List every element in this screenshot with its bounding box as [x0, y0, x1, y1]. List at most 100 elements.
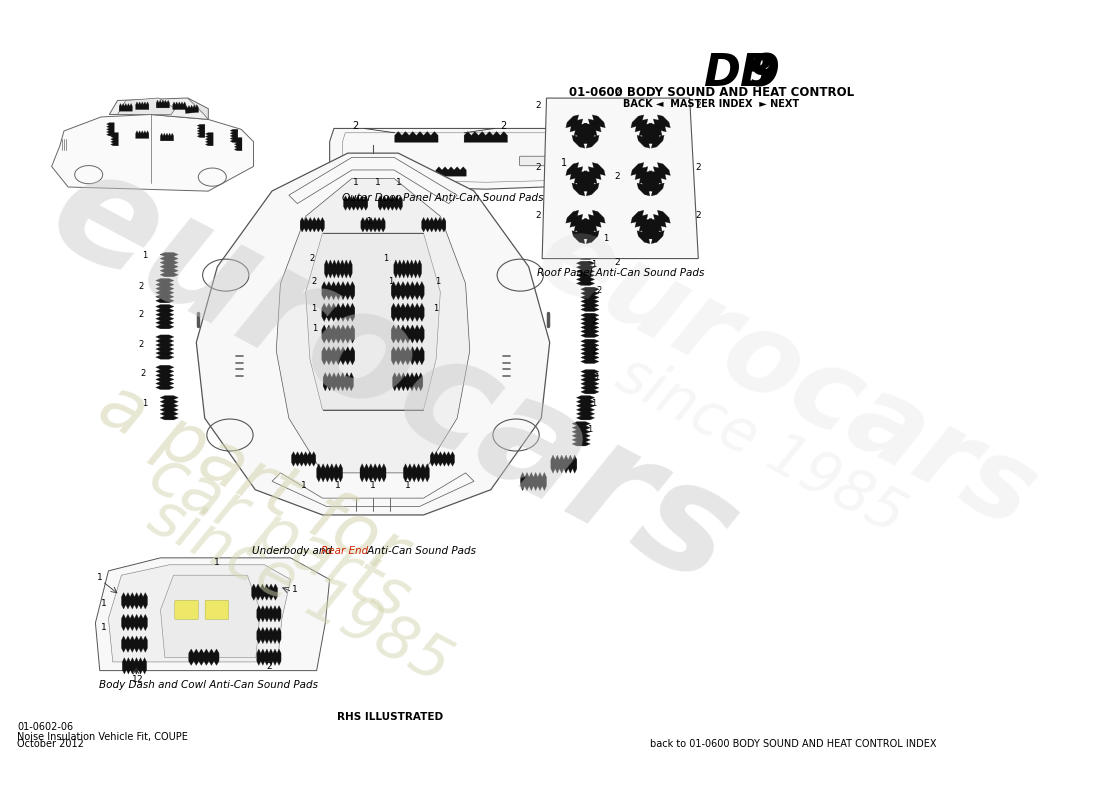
Text: 01-0602-06: 01-0602-06 [18, 722, 74, 732]
Polygon shape [551, 455, 576, 474]
Polygon shape [395, 131, 438, 142]
Text: 01-0600 BODY SOUND AND HEAT CONTROL: 01-0600 BODY SOUND AND HEAT CONTROL [569, 86, 854, 98]
Polygon shape [581, 314, 600, 338]
Text: 1: 1 [312, 324, 318, 334]
Text: 1: 1 [592, 260, 597, 269]
Text: 1: 1 [396, 178, 402, 186]
Text: a part for: a part for [87, 370, 418, 590]
Polygon shape [361, 218, 385, 232]
Polygon shape [230, 130, 238, 142]
Polygon shape [234, 138, 242, 150]
Polygon shape [393, 373, 422, 391]
Text: 2: 2 [596, 286, 602, 295]
Polygon shape [464, 131, 507, 142]
Text: Underbody and: Underbody and [252, 546, 334, 556]
Polygon shape [111, 133, 119, 146]
Text: 1: 1 [587, 425, 593, 434]
Polygon shape [581, 339, 600, 363]
Polygon shape [572, 162, 605, 196]
Polygon shape [322, 303, 355, 322]
Text: 2: 2 [138, 340, 143, 349]
Text: Anti-Can Sound Pads: Anti-Can Sound Pads [364, 546, 476, 556]
Polygon shape [637, 210, 670, 244]
Polygon shape [392, 303, 425, 322]
Polygon shape [185, 105, 199, 114]
Polygon shape [436, 166, 466, 176]
Text: 2: 2 [592, 317, 597, 326]
Polygon shape [637, 115, 670, 148]
Text: 2: 2 [141, 369, 146, 378]
Polygon shape [576, 235, 595, 259]
FancyBboxPatch shape [175, 600, 198, 619]
Text: 2: 2 [535, 163, 540, 172]
Polygon shape [121, 614, 147, 630]
Polygon shape [107, 122, 114, 136]
Polygon shape [392, 346, 425, 365]
FancyBboxPatch shape [519, 156, 546, 166]
Text: Noise Insulation Vehicle Fit, COUPE: Noise Insulation Vehicle Fit, COUPE [18, 731, 188, 742]
Text: Body Dash and Cowl Anti-Can Sound Pads: Body Dash and Cowl Anti-Can Sound Pads [99, 680, 318, 690]
Text: back to 01-0600 BODY SOUND AND HEAT CONTROL INDEX: back to 01-0600 BODY SOUND AND HEAT CONT… [650, 739, 937, 750]
Polygon shape [160, 253, 178, 277]
Text: 2: 2 [500, 121, 506, 131]
Text: 1: 1 [353, 178, 359, 186]
Polygon shape [135, 102, 149, 110]
Polygon shape [572, 422, 591, 446]
Text: 1: 1 [214, 558, 220, 566]
Polygon shape [118, 98, 175, 114]
Text: October 2012: October 2012 [18, 739, 85, 750]
Text: 2: 2 [592, 347, 597, 356]
Polygon shape [322, 346, 355, 365]
Text: 1: 1 [603, 234, 608, 243]
Text: 1: 1 [300, 482, 307, 490]
Text: 2: 2 [136, 674, 142, 684]
Polygon shape [292, 452, 316, 466]
Polygon shape [306, 233, 440, 410]
Text: Roof Panel Anti-Can Sound Pads: Roof Panel Anti-Can Sound Pads [537, 268, 704, 278]
Polygon shape [404, 464, 429, 482]
Polygon shape [206, 133, 213, 146]
Polygon shape [631, 162, 664, 196]
Polygon shape [421, 218, 446, 232]
Polygon shape [252, 584, 277, 600]
Text: BACK ◄  MASTER INDEX  ► NEXT: BACK ◄ MASTER INDEX ► NEXT [624, 99, 800, 109]
Polygon shape [542, 98, 698, 258]
Polygon shape [156, 305, 174, 329]
Text: 2: 2 [535, 210, 540, 220]
Text: 2: 2 [352, 121, 359, 131]
Polygon shape [392, 325, 425, 343]
Polygon shape [631, 115, 664, 148]
Polygon shape [161, 575, 261, 658]
Text: since 1985: since 1985 [607, 345, 915, 545]
Polygon shape [173, 102, 186, 110]
Text: 2: 2 [138, 282, 143, 291]
Polygon shape [52, 114, 253, 191]
Polygon shape [631, 210, 664, 244]
Text: 2: 2 [695, 163, 701, 172]
Text: 1: 1 [366, 217, 372, 226]
Text: Rear End: Rear End [321, 546, 368, 556]
Polygon shape [565, 210, 600, 244]
Polygon shape [300, 218, 324, 232]
Text: 1: 1 [370, 482, 376, 490]
Polygon shape [351, 161, 395, 172]
Polygon shape [430, 452, 454, 466]
Text: 1: 1 [561, 158, 566, 168]
Text: 1: 1 [97, 574, 102, 582]
Text: car parts: car parts [139, 442, 419, 630]
Text: 1: 1 [384, 254, 388, 263]
Polygon shape [156, 278, 174, 303]
Text: 1: 1 [436, 278, 441, 286]
Polygon shape [256, 649, 282, 666]
Text: 2: 2 [535, 101, 540, 110]
Text: 2: 2 [310, 254, 315, 263]
Polygon shape [276, 178, 470, 473]
Text: DB: DB [703, 52, 773, 95]
Polygon shape [119, 103, 132, 111]
Polygon shape [122, 658, 146, 674]
Text: 2: 2 [615, 90, 620, 98]
Text: 1: 1 [594, 373, 600, 382]
Polygon shape [565, 115, 600, 148]
Text: 1: 1 [101, 599, 107, 608]
Polygon shape [96, 558, 330, 670]
